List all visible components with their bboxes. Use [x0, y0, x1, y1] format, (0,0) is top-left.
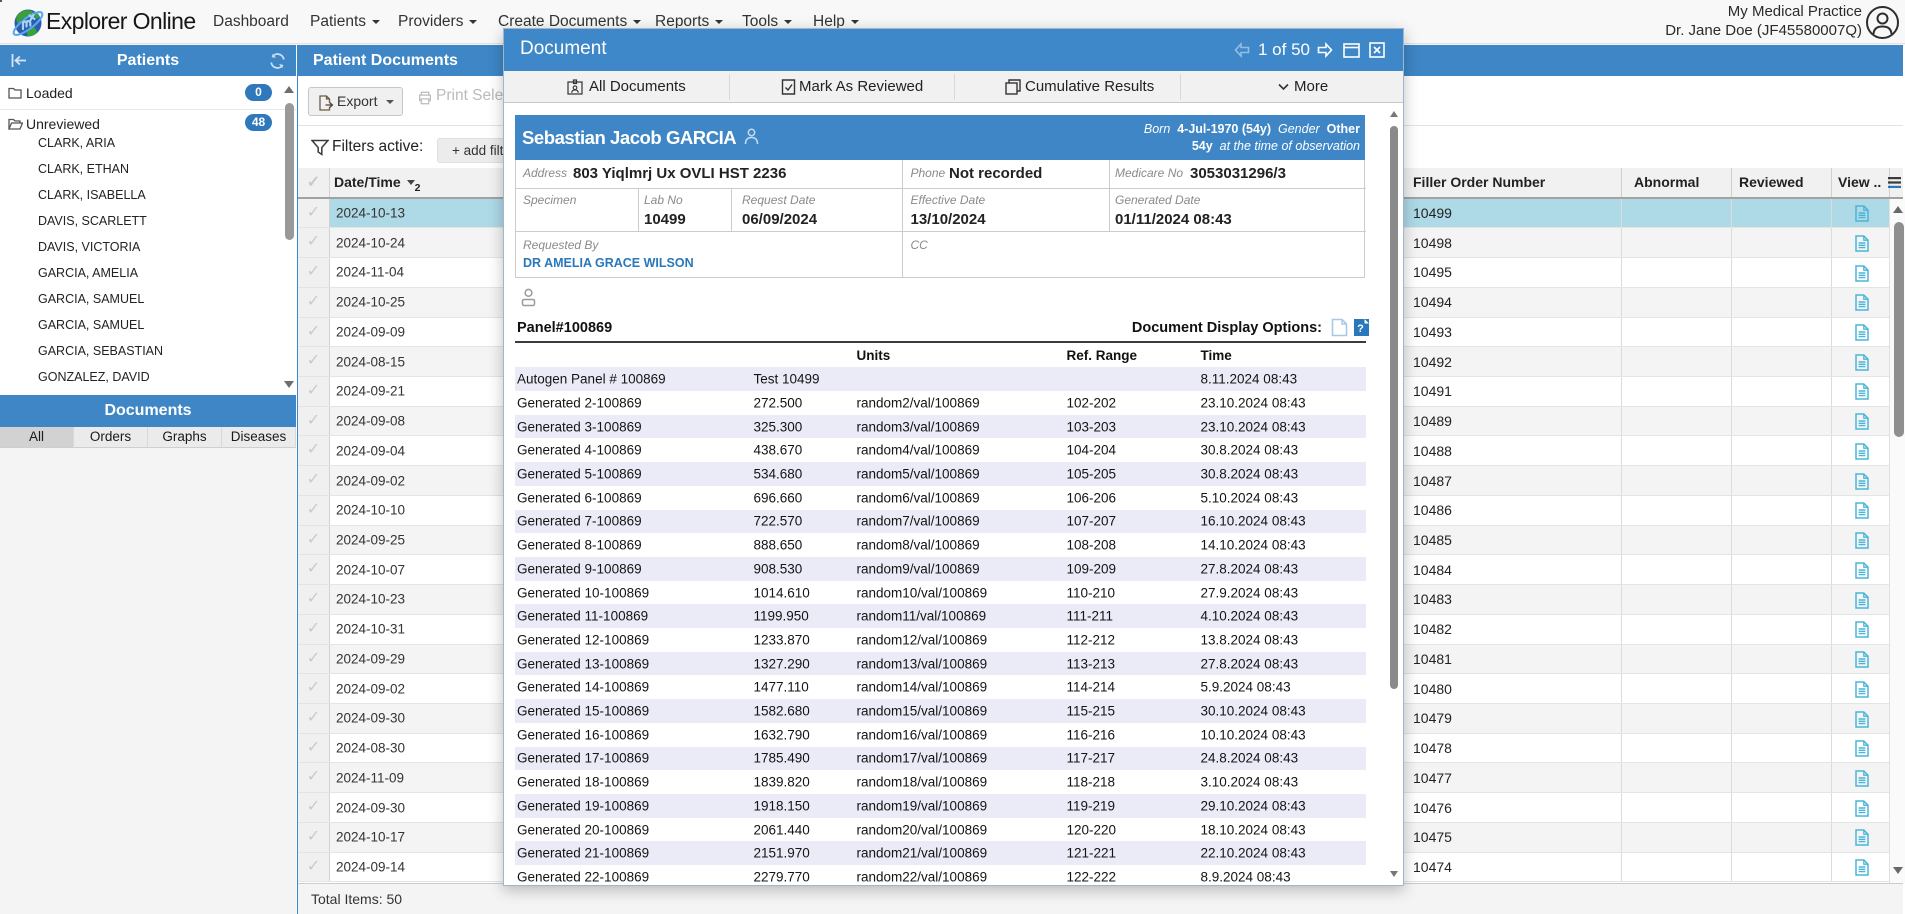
svg-text:?: ?: [1357, 323, 1364, 335]
